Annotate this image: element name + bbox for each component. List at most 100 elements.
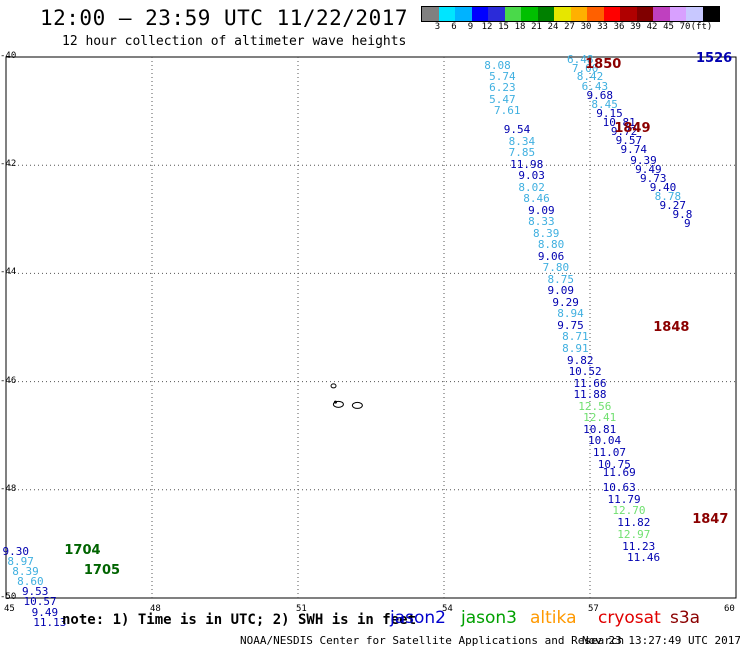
island-outline (330, 383, 337, 389)
island-outline (333, 400, 337, 404)
wave-height-value: 9 (684, 217, 691, 231)
wave-height-value: 9.49 (31, 605, 59, 619)
colorbar-label: (ft) (690, 22, 713, 32)
colorbar-swatch (570, 7, 587, 21)
island-outline (351, 401, 363, 409)
y-tick-label: -44 (0, 267, 17, 278)
colorbar-swatch (686, 7, 703, 21)
colorbar-label: 12 (481, 22, 493, 32)
wave-height-value: 10.52 (568, 364, 602, 378)
wave-height-value: 8.94 (557, 306, 584, 320)
legend-entry-s3a: s3a (670, 608, 701, 628)
colorbar-swatch (455, 7, 472, 21)
wave-height-value: 8.91 (562, 342, 589, 356)
colorbar-label: 27 (564, 22, 575, 32)
x-tick-label: 45 (4, 604, 15, 614)
credit-line: NOAA/NESDIS Center for Satellite Applica… (240, 634, 625, 647)
colorbar-swatch (438, 7, 455, 21)
x-tick-label: 60 (724, 604, 735, 614)
colorbar-swatch (653, 7, 670, 21)
colorbar-label: 70 (679, 22, 691, 32)
colorbar-label: 18 (514, 22, 526, 32)
wave-height-value: 8.71 (562, 330, 589, 344)
wave-height-value: 12.97 (617, 528, 651, 542)
wave-height-value: 11.79 (607, 492, 641, 506)
wave-height-value: 8.39 (532, 226, 560, 240)
wave-height-value: 8.75 (547, 272, 575, 286)
wave-height-value: 12.56 (578, 399, 612, 413)
colorbar-swatch (521, 7, 538, 21)
wave-height-value: 10.04 (588, 434, 622, 448)
wave-height-value: 8.97 (7, 555, 34, 569)
wave-height-value: 12.41 (583, 411, 617, 425)
wave-height-value: 9.68 (586, 88, 613, 102)
wave-height-value: 9.27 (659, 198, 686, 212)
wave-height-value: 9.29 (552, 295, 579, 309)
wave-height-value: 8.39 (12, 564, 39, 578)
wave-height-value: 6.48 (567, 52, 594, 66)
wave-height-value: 11.82 (617, 516, 651, 530)
colorbar-label: 45 (663, 22, 674, 32)
y-tick-label: -46 (0, 375, 17, 386)
x-tick-label: 48 (150, 604, 161, 614)
wave-height-value: 7.85 (508, 145, 536, 159)
colorbar-swatch (603, 7, 620, 21)
wave-height-value: 8.78 (654, 190, 682, 204)
colorbar-swatch (554, 7, 571, 21)
wave-height-value: 11.46 (626, 551, 661, 565)
wave-height-value: 9.30 (2, 545, 29, 559)
wave-height-value: 9.54 (503, 122, 531, 136)
wave-height-value: 6.43 (581, 79, 609, 93)
wave-height-value: 9.57 (615, 133, 643, 147)
colorbar-label: 39 (630, 22, 641, 32)
x-tick-label: 57 (588, 604, 599, 614)
x-tick-label: 51 (296, 604, 307, 614)
y-tick-label: -50 (0, 592, 17, 602)
wave-height-value: 9.74 (620, 142, 648, 156)
pass-time-label: 1704 (64, 543, 101, 559)
wave-height-value: 8.42 (576, 70, 604, 84)
wave-height-value: 11.69 (602, 465, 636, 479)
wave-height-value: 8.60 (17, 574, 44, 588)
wave-height-value: 11.66 (573, 376, 607, 390)
wave-height-value: 8.34 (508, 134, 536, 148)
wave-height-value: 9.82 (567, 353, 594, 367)
wave-height-value: 9.39 (630, 153, 657, 167)
pass-time-label: 1848 (653, 319, 690, 335)
wave-height-value: 9.15 (596, 106, 623, 120)
colorbar-swatch (504, 7, 521, 21)
wave-height-value: 8.46 (523, 191, 550, 205)
wave-height-value: 9.75 (557, 318, 584, 332)
wave-height-value: 8.80 (537, 237, 565, 251)
colorbar-label: 15 (498, 22, 509, 32)
wave-height-value: 8.08 (484, 59, 511, 73)
pass-time-label: 1526 (696, 50, 733, 66)
wave-height-value: 9.40 (649, 180, 677, 194)
colorbar-swatch (488, 7, 505, 21)
wave-height-value: 9.53 (21, 584, 49, 598)
wave-height-value: 9.49 (635, 162, 662, 176)
wave-height-value: 7.61 (494, 104, 521, 118)
colorbar-swatch (537, 7, 554, 21)
wave-height-value: 11.13 (33, 615, 67, 629)
wave-height-value: 11.23 (622, 539, 656, 553)
y-tick-label: -48 (0, 483, 17, 494)
page-subtitle: 12 hour collection of altimeter wave hei… (62, 34, 407, 49)
wave-height-value: 5.47 (489, 92, 516, 106)
wave-height-value: 9.03 (518, 168, 545, 182)
y-tick-label: -42 (0, 159, 17, 170)
pass-time-label: 1850 (585, 57, 622, 73)
wave-height-value: 9.09 (528, 203, 555, 217)
wave-height-value: 8.02 (518, 180, 545, 194)
colorbar-swatch (620, 7, 637, 21)
wave-height-value: 7.00 (571, 61, 599, 75)
wave-height-value: 11.88 (573, 388, 607, 402)
wave-height-value: 9.09 (547, 283, 575, 297)
colorbar-swatch (669, 7, 686, 21)
colorbar-label: 30 (580, 22, 592, 32)
legend-entry-altika: altika (530, 608, 577, 628)
pass-time-label: 1705 (83, 562, 121, 578)
colorbar-swatch (422, 7, 439, 21)
wave-height-value: 9.06 (537, 249, 565, 263)
